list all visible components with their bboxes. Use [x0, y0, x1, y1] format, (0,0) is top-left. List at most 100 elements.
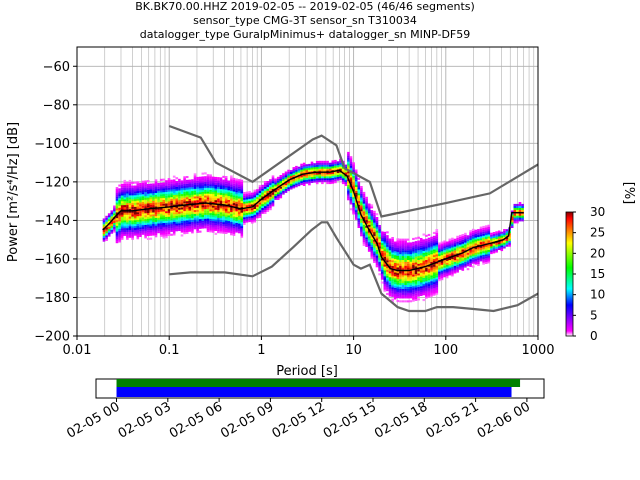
density-cell: [159, 209, 163, 212]
density-cell: [165, 186, 168, 189]
density-cell: [362, 203, 366, 206]
density-cell: [393, 260, 397, 263]
density-cell: [276, 196, 280, 199]
density-cell: [427, 270, 431, 273]
density-cell: [518, 202, 522, 205]
density-cell: [152, 191, 155, 194]
density-cell: [222, 175, 225, 178]
density-cell: [466, 264, 470, 267]
density-cell: [375, 234, 379, 237]
density-cell: [183, 220, 186, 223]
density-cell: [131, 226, 134, 229]
density-cell: [443, 244, 446, 247]
density-cell: [302, 178, 306, 181]
density-cell: [230, 225, 233, 228]
density-cell: [412, 243, 415, 246]
density-cell: [172, 204, 176, 207]
density-cell: [386, 254, 389, 257]
time-tick-label: 02-05 18: [372, 399, 430, 441]
density-cell: [360, 203, 363, 206]
density-cell: [422, 285, 426, 288]
density-cell: [167, 195, 171, 198]
density-cell: [141, 228, 145, 231]
density-cell: [380, 241, 384, 244]
density-cell: [323, 162, 327, 165]
density-cell: [152, 233, 155, 236]
density-cell: [266, 188, 270, 191]
density-cell: [412, 282, 415, 285]
density-cell: [367, 232, 371, 235]
density-cell: [214, 232, 218, 235]
density-cell: [217, 186, 220, 189]
density-cell: [380, 248, 384, 251]
density-cell: [240, 185, 244, 188]
density-cell: [235, 193, 238, 196]
density-cell: [419, 261, 423, 264]
density-cell: [469, 255, 472, 258]
density-cell: [419, 243, 423, 246]
density-cell: [201, 216, 205, 219]
density-cell: [222, 218, 225, 221]
density-cell: [443, 259, 446, 262]
density-cell: [323, 168, 327, 171]
density-cell: [464, 259, 467, 262]
density-cell: [120, 235, 124, 238]
density-cell: [219, 189, 223, 192]
density-cell: [191, 208, 194, 211]
density-cell: [484, 229, 488, 232]
density-cell: [453, 269, 457, 272]
density-cell: [414, 281, 418, 284]
density-cell: [435, 230, 439, 233]
density-cell: [183, 212, 186, 215]
density-cell: [204, 187, 207, 190]
density-cell: [513, 203, 517, 206]
density-cell: [352, 200, 355, 203]
density-cell: [118, 196, 121, 199]
density-cell: [412, 253, 415, 256]
density-cell: [393, 249, 397, 252]
density-cell: [224, 206, 228, 209]
density-cell: [445, 255, 449, 258]
density-cell: [344, 170, 348, 173]
density-cell: [425, 259, 428, 262]
density-cell: [227, 197, 231, 200]
density-cell: [240, 212, 244, 215]
density-cell: [217, 192, 220, 195]
density-cell: [373, 224, 376, 227]
density-cell: [503, 232, 506, 235]
density-cell: [159, 194, 163, 197]
density-cell: [193, 209, 197, 212]
density-cell: [227, 203, 231, 206]
density-cell: [464, 240, 467, 243]
density-cell: [412, 278, 415, 281]
density-cell: [414, 272, 418, 275]
density-cell: [198, 186, 202, 189]
density-cell: [365, 210, 368, 213]
density-cell: [196, 186, 199, 189]
density-cell: [115, 235, 119, 238]
density-cell: [214, 207, 218, 210]
density-cell: [482, 233, 485, 236]
density-cell: [417, 294, 420, 297]
density-cell: [417, 271, 420, 274]
density-cell: [206, 181, 210, 184]
density-cell: [193, 223, 197, 226]
density-cell: [162, 220, 166, 223]
density-cell: [339, 162, 342, 165]
density-cell: [198, 190, 202, 193]
density-cell: [235, 201, 238, 204]
density-cell: [118, 207, 121, 210]
density-cell: [396, 278, 400, 281]
density-cell: [105, 215, 108, 218]
density-cell: [505, 244, 509, 247]
density-cell: [362, 201, 366, 204]
density-cell: [430, 242, 433, 245]
density-cell: [500, 247, 504, 250]
density-cell: [105, 233, 108, 236]
density-cell: [222, 214, 225, 217]
density-cell: [206, 199, 210, 202]
density-cell: [209, 218, 212, 221]
density-cell: [232, 187, 236, 190]
density-cell: [162, 213, 166, 216]
density-cell: [282, 184, 285, 187]
